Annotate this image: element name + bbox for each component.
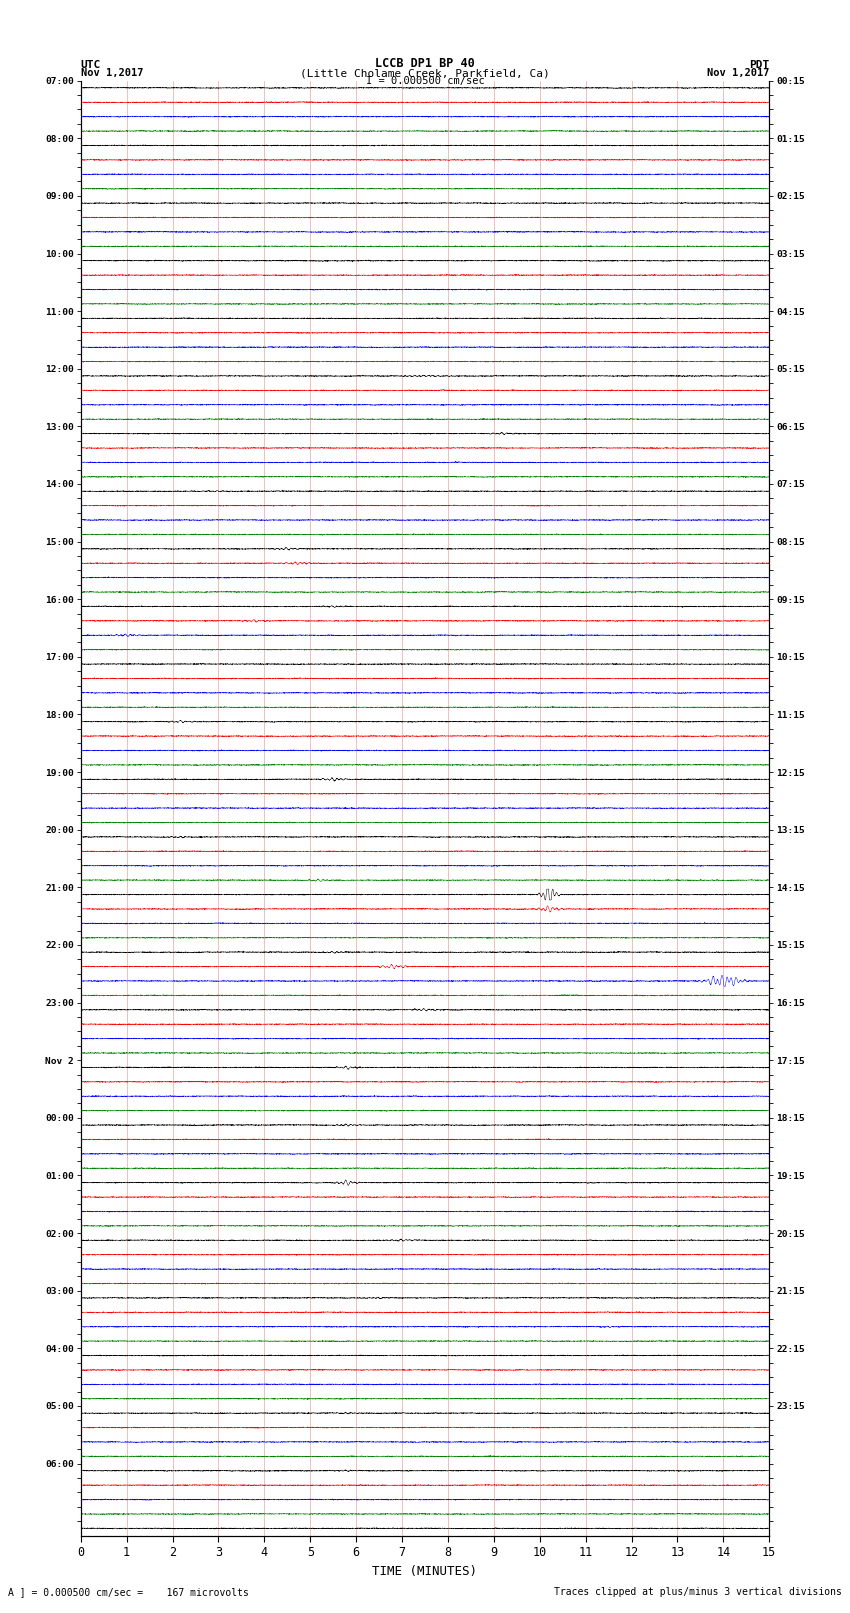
Text: Nov 1,2017: Nov 1,2017 xyxy=(81,68,144,77)
Text: I = 0.000500 cm/sec: I = 0.000500 cm/sec xyxy=(366,76,484,85)
Text: A ] = 0.000500 cm/sec =    167 microvolts: A ] = 0.000500 cm/sec = 167 microvolts xyxy=(8,1587,249,1597)
Text: Traces clipped at plus/minus 3 vertical divisions: Traces clipped at plus/minus 3 vertical … xyxy=(553,1587,842,1597)
Text: Nov 1,2017: Nov 1,2017 xyxy=(706,68,769,77)
Text: LCCB DP1 BP 40: LCCB DP1 BP 40 xyxy=(375,56,475,71)
Text: (Little Cholame Creek, Parkfield, Ca): (Little Cholame Creek, Parkfield, Ca) xyxy=(300,68,550,77)
X-axis label: TIME (MINUTES): TIME (MINUTES) xyxy=(372,1565,478,1578)
Text: UTC: UTC xyxy=(81,60,101,71)
Text: PDT: PDT xyxy=(749,60,769,71)
